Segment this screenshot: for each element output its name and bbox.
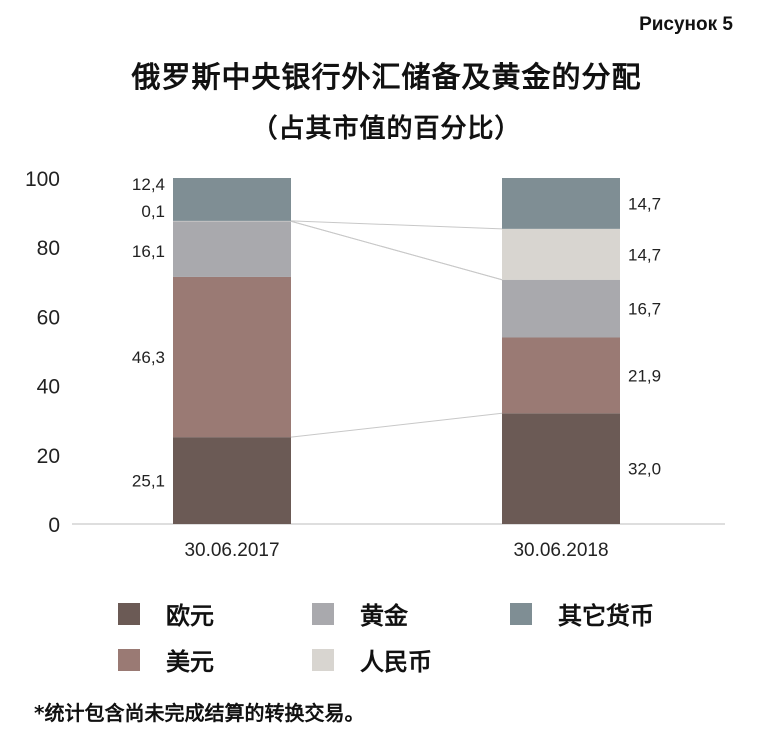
bar-segment-gold bbox=[502, 279, 620, 338]
data-label: 32,0 bbox=[628, 460, 661, 479]
y-tick-label: 80 bbox=[37, 237, 60, 260]
bar-segment-other bbox=[173, 178, 291, 221]
connector-line-other bbox=[290, 220, 503, 230]
data-label: 14,7 bbox=[628, 245, 661, 264]
data-label: 16,7 bbox=[628, 300, 661, 319]
y-tick-label: 20 bbox=[37, 445, 60, 468]
data-label: 25,1 bbox=[132, 472, 165, 491]
bar-segment-cny bbox=[502, 228, 620, 280]
y-tick-label: 0 bbox=[48, 514, 60, 537]
chart-subtitle: （占其市值的百分比） bbox=[251, 114, 522, 144]
bar-segment-eur bbox=[502, 413, 620, 524]
data-label: 21,9 bbox=[628, 366, 661, 385]
bar-layer bbox=[173, 178, 620, 524]
connector-line-eur bbox=[290, 412, 503, 438]
data-label-layer: 25,1 46,3 16,1 0,1 12,4 32,0 21,9 16,7 14,7 14,7 bbox=[132, 175, 661, 491]
connector-line-cny bbox=[290, 220, 503, 281]
connector-layer bbox=[290, 220, 503, 438]
data-label: 12,4 bbox=[132, 175, 165, 194]
bar-segment-eur bbox=[173, 437, 291, 524]
footnote: *统计包含尚未完成结算的转换交易。 bbox=[34, 701, 365, 725]
bar-segment-gold bbox=[173, 221, 291, 277]
data-label: 46,3 bbox=[132, 348, 165, 367]
data-label: 14,7 bbox=[628, 194, 661, 213]
axis-layer: 0 20 40 60 80 100 30.06.2017 30.06.2018 bbox=[25, 168, 725, 561]
data-label: 16,1 bbox=[132, 242, 165, 261]
y-tick-label: 100 bbox=[25, 168, 60, 191]
figure-label: Рисунок 5 bbox=[639, 14, 733, 35]
x-tick-label: 30.06.2018 bbox=[513, 540, 608, 561]
y-tick-label: 60 bbox=[37, 306, 60, 329]
bar-segment-usd bbox=[502, 337, 620, 414]
data-label: 0,1 bbox=[141, 202, 165, 221]
bar-segment-other bbox=[502, 178, 620, 229]
y-tick-label: 40 bbox=[37, 376, 60, 399]
bar-segment-usd bbox=[173, 276, 291, 438]
x-tick-label: 30.06.2017 bbox=[184, 540, 279, 561]
chart-title: 俄罗斯中央银行外汇储备及黄金的分配 bbox=[131, 60, 642, 94]
